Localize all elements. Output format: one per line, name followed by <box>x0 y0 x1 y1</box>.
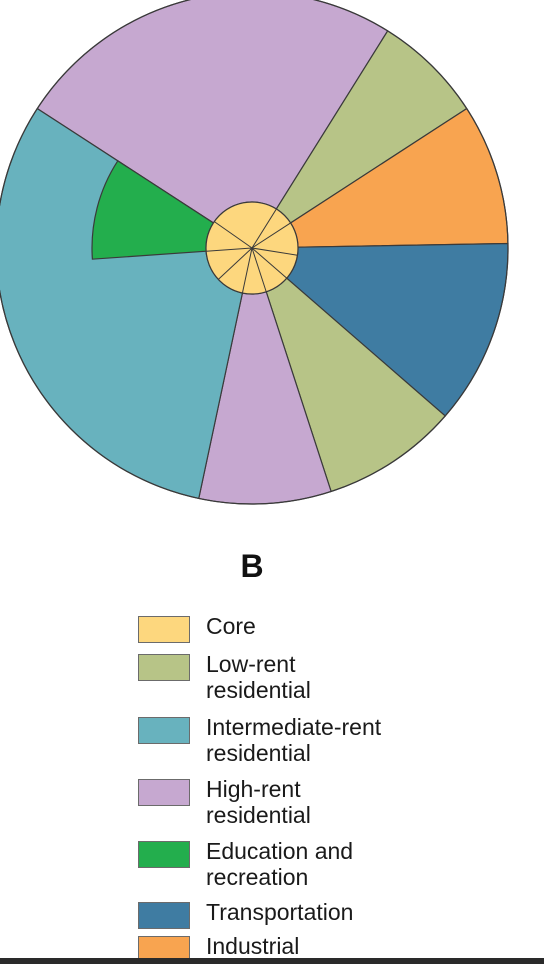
legend-swatch-high-rent <box>138 779 190 806</box>
legend-swatch-transportation <box>138 902 190 929</box>
core-division-line-1 <box>251 208 277 249</box>
legend-label-transportation: Transportation <box>206 899 354 925</box>
legend-label-industrial: Industrial <box>206 933 300 959</box>
sector-model-diagram <box>0 0 509 505</box>
legend-label-low-rent: Low-rent residential <box>206 651 311 703</box>
core-division-line-5 <box>251 247 267 292</box>
legend-swatch-education <box>138 841 190 868</box>
core-division-line-3 <box>251 247 298 256</box>
legend-label-high-rent: High-rent residential <box>206 776 311 828</box>
core-division-line-7 <box>218 247 253 280</box>
legend-label-core: Core <box>206 613 256 639</box>
bottom-bar <box>0 958 544 964</box>
legend-label-intermediate-rent: Intermediate-rent residential <box>206 714 382 766</box>
core-division-line-0 <box>214 221 253 249</box>
core-division-line-8 <box>206 247 253 252</box>
legend-label-education: Education and recreation <box>206 838 354 890</box>
core-division-line-6 <box>241 247 253 294</box>
legend-swatch-low-rent <box>138 654 190 681</box>
core-division-line-2 <box>251 222 291 249</box>
city-boundary <box>0 0 509 505</box>
panel-label: B <box>240 548 264 584</box>
core-division-line-4 <box>251 247 288 279</box>
legend-swatch-core <box>138 616 190 643</box>
legend-swatch-intermediate-rent <box>138 717 190 744</box>
